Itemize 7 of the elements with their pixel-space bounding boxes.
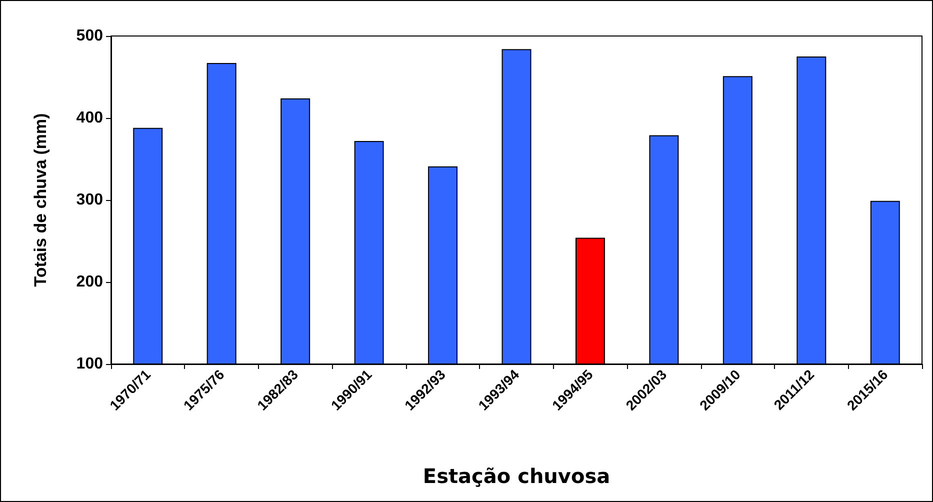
y-axis-title: Totais de chuva (mm) <box>31 113 50 287</box>
y-tick-label: 500 <box>76 28 104 44</box>
y-tick-label: 400 <box>76 110 104 126</box>
y-tick-label: 100 <box>76 356 104 372</box>
x-axis-title: Estação chuvosa <box>422 464 610 488</box>
y-tick-label: 200 <box>76 274 104 290</box>
y-tick-label: 300 <box>76 192 104 208</box>
